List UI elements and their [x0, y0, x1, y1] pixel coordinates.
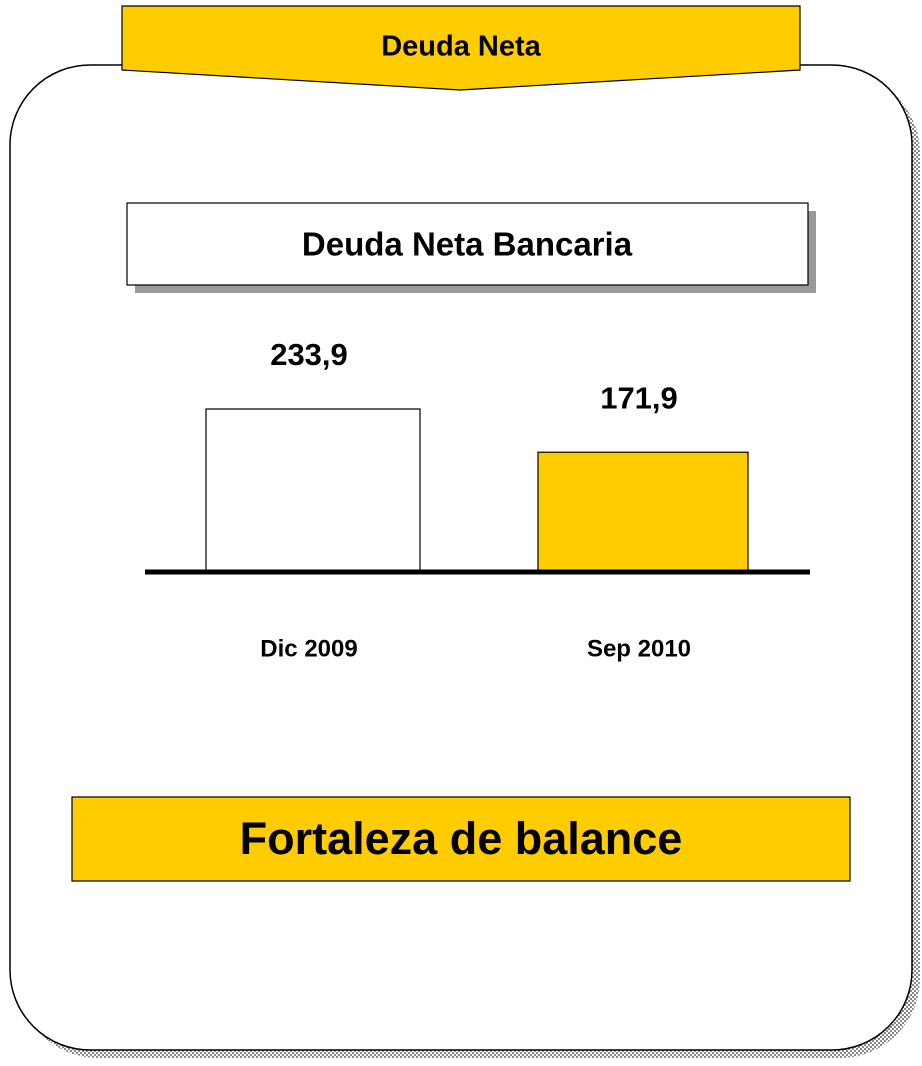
bar [205, 408, 421, 573]
value-label: 233,9 [270, 337, 348, 372]
value-label: 171,9 [600, 380, 678, 415]
header-tab [121, 5, 801, 91]
subtitle-box [126, 202, 809, 286]
annotation-box [71, 796, 851, 882]
x-tick-label: Dic 2009 [260, 635, 357, 662]
annotation: Fortaleza de balance [240, 813, 683, 864]
chart-subtitle: Deuda Neta Bancaria [302, 226, 633, 263]
header-title: Deuda Neta [381, 31, 541, 63]
x-tick-label: Sep 2010 [587, 635, 691, 662]
bar [537, 451, 749, 573]
